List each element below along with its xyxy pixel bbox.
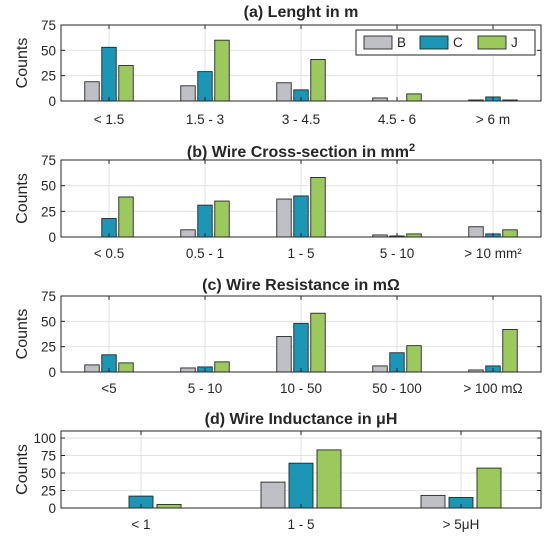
legend-swatch-j bbox=[477, 35, 507, 50]
bar-b-0 bbox=[84, 364, 100, 373]
bar-j-1 bbox=[316, 449, 342, 509]
legend-swatch-c bbox=[419, 35, 449, 50]
bar-j-2 bbox=[310, 177, 326, 238]
x-tick-label: 50 - 100 bbox=[372, 381, 422, 396]
bar-j-3 bbox=[406, 93, 422, 102]
bar-b-2 bbox=[276, 82, 292, 102]
y-tick-label: 0 bbox=[48, 94, 56, 109]
panel-b: 0 25 50 75 < 0.5 0.5 - 1 1 - 5 5 - 10 > 10 mm² Co… bbox=[14, 142, 542, 261]
bar-j-1 bbox=[214, 200, 230, 238]
bar-b-1 bbox=[180, 367, 196, 373]
chart-title: (d) Wire Inductance in μH bbox=[205, 411, 398, 428]
bar-c-1 bbox=[288, 462, 314, 509]
y-tick-label: 50 bbox=[41, 466, 56, 481]
y-axis-label: Counts bbox=[14, 173, 31, 224]
y-tick-label: 25 bbox=[41, 340, 56, 355]
bar-c-2 bbox=[293, 195, 309, 238]
y-tick-label: 100 bbox=[33, 431, 56, 446]
x-tick-label: 1 - 5 bbox=[287, 517, 314, 532]
bar-c-0 bbox=[101, 46, 117, 102]
bar-b-3 bbox=[372, 365, 388, 373]
bar-j-2 bbox=[476, 467, 502, 509]
y-tick-label: 75 bbox=[41, 153, 56, 168]
bar-c-1 bbox=[197, 204, 213, 238]
legend-swatch-b bbox=[363, 35, 393, 50]
x-tick-label: 5 - 10 bbox=[380, 246, 415, 261]
y-axis-label: Counts bbox=[14, 309, 31, 360]
y-tick-label: 0 bbox=[48, 230, 56, 245]
bar-c-2 bbox=[293, 322, 309, 373]
y-tick-label: 25 bbox=[41, 69, 56, 84]
bar-c-1 bbox=[197, 71, 213, 102]
x-tick-label: < 0.5 bbox=[94, 246, 124, 261]
legend-label-b: B bbox=[397, 35, 406, 50]
y-tick-label: 75 bbox=[41, 449, 56, 464]
chart-title: (a) Lenght in m bbox=[244, 4, 359, 21]
bar-b-1 bbox=[180, 85, 196, 102]
panel-a: 0 25 50 75 < 1.5 1.5 - 3 3 - 4.5 4.5 - 6 > 6 m Co… bbox=[14, 4, 542, 127]
chart-title: (b) Wire Cross-section in mm2 bbox=[187, 142, 415, 161]
x-tick-label: 4.5 - 6 bbox=[378, 112, 416, 127]
bar-b-4 bbox=[468, 226, 484, 238]
x-tick-label: < 1.5 bbox=[94, 112, 124, 127]
x-tick-label: <5 bbox=[101, 381, 116, 396]
bar-b-2 bbox=[276, 336, 292, 373]
panel-d: 0 25 50 75 100 < 1 1 - 5 > 5μH Counts (d) Wire In… bbox=[14, 411, 542, 532]
x-tick-label: 1.5 - 3 bbox=[186, 112, 224, 127]
y-tick-label: 25 bbox=[41, 484, 56, 499]
bar-j-2 bbox=[310, 59, 326, 102]
bar-b-1 bbox=[180, 229, 196, 238]
panel-c: 0 25 50 75 <5 5 - 10 10 - 50 50 - 100 > 100 mΩ Co… bbox=[14, 277, 542, 396]
bar-b-2 bbox=[420, 494, 446, 509]
y-tick-label: 50 bbox=[41, 314, 56, 329]
bar-j-2 bbox=[310, 312, 326, 373]
bar-j-4 bbox=[502, 229, 518, 238]
bar-j-3 bbox=[406, 345, 422, 373]
x-tick-label: < 1 bbox=[131, 517, 150, 532]
bar-b-0 bbox=[84, 81, 100, 102]
bar-j-0 bbox=[118, 362, 134, 373]
y-tick-label: 0 bbox=[48, 365, 56, 380]
bar-b-1 bbox=[260, 481, 286, 509]
bar-b-2 bbox=[276, 198, 292, 238]
bar-j-1 bbox=[214, 39, 230, 102]
y-tick-label: 50 bbox=[41, 179, 56, 194]
x-tick-label: > 10 mm² bbox=[464, 246, 522, 261]
bar-j-1 bbox=[214, 361, 230, 373]
legend-label-c: C bbox=[453, 35, 463, 50]
x-tick-label: 3 - 4.5 bbox=[282, 112, 320, 127]
bar-j-0 bbox=[118, 65, 134, 102]
y-axis-label: Counts bbox=[14, 38, 31, 89]
y-tick-label: 25 bbox=[41, 204, 56, 219]
x-tick-label: 10 - 50 bbox=[280, 381, 322, 396]
x-tick-label: > 5μH bbox=[443, 517, 480, 532]
x-tick-label: > 100 mΩ bbox=[463, 381, 522, 396]
chart-title: (c) Wire Resistance in mΩ bbox=[202, 277, 400, 294]
bar-j-0 bbox=[118, 196, 134, 238]
bar-j-4 bbox=[502, 328, 518, 373]
y-tick-label: 75 bbox=[41, 18, 56, 33]
y-axis-label: Counts bbox=[14, 444, 31, 495]
y-tick-label: 0 bbox=[48, 501, 56, 516]
y-tick-label: 50 bbox=[41, 43, 56, 58]
legend-label-j: J bbox=[511, 35, 518, 50]
x-tick-label: > 6 m bbox=[476, 112, 510, 127]
y-tick-label: 75 bbox=[41, 289, 56, 304]
bar-j-0 bbox=[156, 504, 182, 509]
x-tick-label: 1 - 5 bbox=[287, 246, 314, 261]
x-tick-label: 5 - 10 bbox=[188, 381, 223, 396]
x-tick-label: 0.5 - 1 bbox=[186, 246, 224, 261]
